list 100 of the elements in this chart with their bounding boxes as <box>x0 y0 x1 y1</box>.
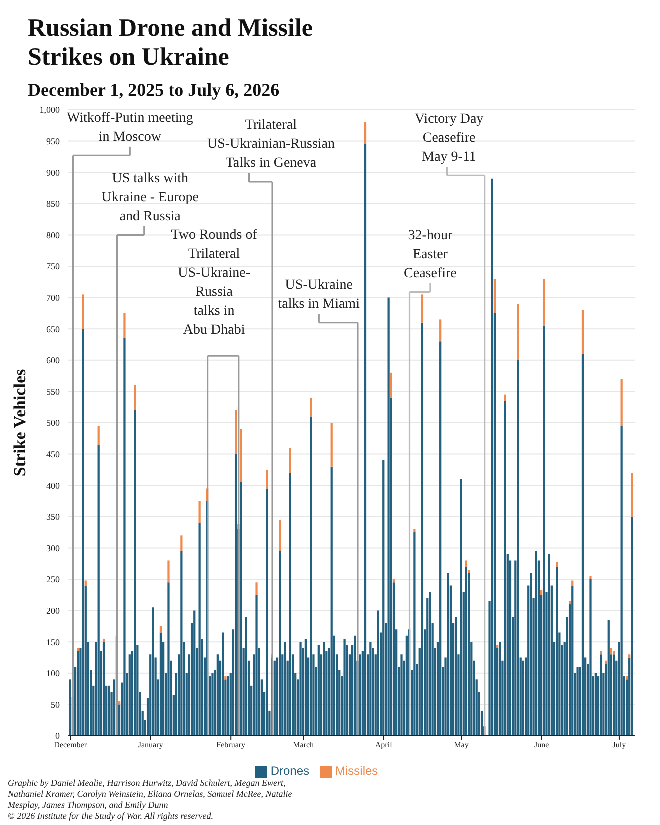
bar <box>460 479 462 736</box>
bar <box>289 448 292 474</box>
bar <box>310 398 312 417</box>
y-tick-label: 200 <box>46 606 60 616</box>
bar <box>572 586 574 736</box>
bar <box>628 654 631 658</box>
bar <box>354 636 356 736</box>
bar <box>212 673 214 736</box>
bar <box>160 626 162 633</box>
bar <box>414 529 416 533</box>
bar <box>543 279 546 326</box>
bar <box>499 642 502 736</box>
bar <box>222 632 224 736</box>
y-tick-label: 150 <box>46 637 60 648</box>
bar <box>209 676 212 736</box>
chart-title: Russian Drone and Missile Strikes on Ukraine <box>28 14 314 72</box>
bar <box>359 654 362 736</box>
bar <box>240 482 242 736</box>
y-tick-label: 700 <box>46 292 60 303</box>
bar <box>134 385 136 410</box>
bar <box>82 294 84 330</box>
y-tick-label: 100 <box>46 668 60 679</box>
bar <box>429 592 432 736</box>
ref-line-label: Witkoff-Putin meeting in Moscow <box>66 110 194 145</box>
y-tick-label: 600 <box>46 356 60 366</box>
bar <box>224 676 227 680</box>
bar <box>304 638 308 736</box>
x-tick-label: June <box>534 740 550 750</box>
bar <box>388 298 390 736</box>
bar <box>504 401 506 736</box>
y-tick-label: 650 <box>46 324 60 334</box>
legend-label: Missiles <box>336 764 378 778</box>
y-tick-label: 900 <box>46 168 60 178</box>
bar <box>124 338 126 736</box>
bar <box>382 460 385 736</box>
bar <box>620 426 623 736</box>
text: Graphic by Daniel Mealie, Harrison Hurwitz, David Schulert, Megan Ewert, Nathaniel Kramer, Carolyn Weinstein, Eliana Ornelas, Samuel McRee, Natalie Mesplay, James Thompson, and Emily Dunn <box>8 778 294 811</box>
bar <box>266 488 268 736</box>
bar <box>530 573 532 736</box>
bar <box>234 454 238 736</box>
bar <box>84 580 87 586</box>
bar <box>504 394 506 402</box>
bar <box>102 642 106 736</box>
bar <box>440 342 442 736</box>
bar <box>517 360 520 736</box>
bar <box>198 501 201 524</box>
y-tick-label: 500 <box>46 418 60 428</box>
bar <box>612 654 616 736</box>
text: © 2026 Institute for the Study of War. All rights reserved. <box>8 811 214 822</box>
bar <box>590 576 592 580</box>
bar <box>300 642 302 736</box>
y-tick-label: 300 <box>46 543 60 554</box>
bar <box>465 560 468 567</box>
bar <box>421 294 424 323</box>
bar <box>284 642 286 736</box>
bar <box>364 122 367 144</box>
bar <box>245 617 248 736</box>
bar <box>377 610 380 736</box>
bar <box>77 651 80 736</box>
bar <box>344 638 346 736</box>
ref-line-label: US-Ukraine talks in Miami <box>278 278 360 312</box>
y-tick-label: 550 <box>46 386 60 397</box>
y-tick-label: 50 <box>51 700 60 710</box>
bar <box>364 144 367 736</box>
bar <box>168 582 170 736</box>
y-tick-label: 350 <box>46 512 60 522</box>
bar <box>631 516 634 736</box>
bar <box>548 554 550 736</box>
bar <box>98 444 100 736</box>
y-tick-label: 400 <box>46 480 60 491</box>
bar <box>447 573 450 736</box>
bar <box>582 310 584 354</box>
ref-line-label: 32-hour Easter Ceasefire <box>404 228 457 282</box>
bar <box>556 566 558 736</box>
bar <box>234 410 238 454</box>
bar <box>318 645 320 736</box>
x-tick-label: April <box>375 740 394 750</box>
legend-label: Drones <box>270 764 310 778</box>
bar <box>289 473 292 736</box>
bar <box>124 313 126 338</box>
bar <box>421 322 424 736</box>
bar <box>610 648 613 655</box>
bar <box>216 654 219 736</box>
bar <box>256 582 258 596</box>
bar <box>279 520 282 552</box>
y-tick-label: 250 <box>46 574 60 585</box>
x-tick-label: February <box>216 740 246 750</box>
bar <box>576 667 579 736</box>
bar <box>279 551 282 736</box>
ref-line-label: US talks with Ukraine - Europe and Russia <box>102 171 199 224</box>
bar <box>98 426 100 445</box>
y-tick-label: 0 <box>56 731 60 742</box>
bar <box>400 654 403 736</box>
y-tick-label: 800 <box>46 230 60 240</box>
bar <box>266 470 268 489</box>
bar <box>390 372 392 398</box>
x-tick-label: January <box>138 740 164 750</box>
bar <box>330 466 333 736</box>
y-tick-label: 750 <box>46 262 60 272</box>
bar <box>194 610 196 736</box>
